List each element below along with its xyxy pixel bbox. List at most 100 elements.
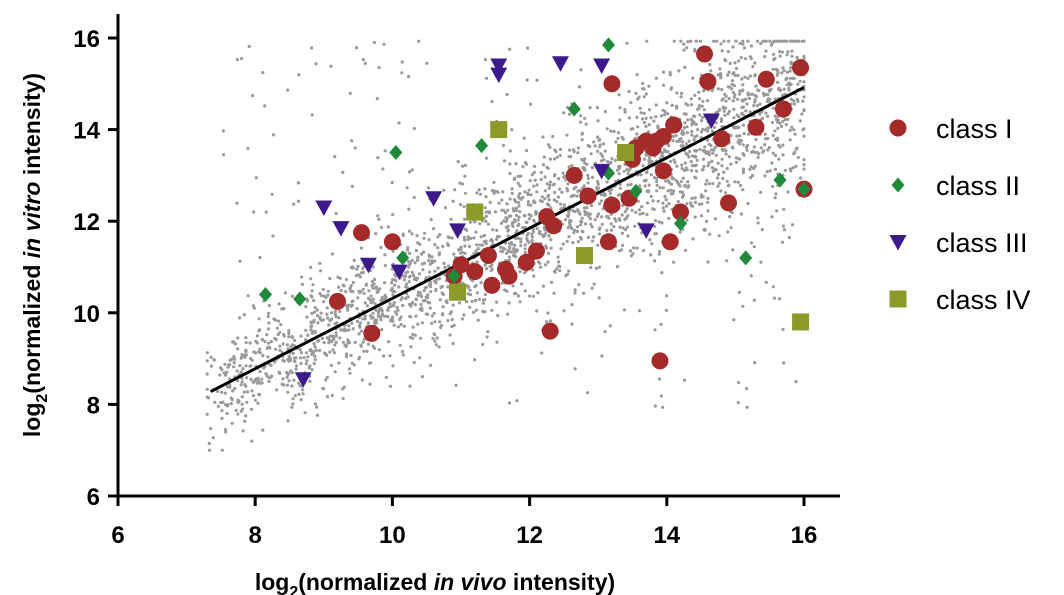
circle-point bbox=[541, 322, 559, 340]
y-tick-label: 6 bbox=[87, 484, 100, 511]
x-axis-ticks: 6 8 10 12 14 16 bbox=[111, 496, 817, 549]
x-axis-title-mid: (normalized bbox=[298, 569, 433, 595]
legend-square-icon bbox=[889, 290, 907, 308]
circle-point bbox=[329, 292, 347, 310]
x-tick-label: 8 bbox=[249, 522, 262, 549]
circle-point bbox=[696, 45, 714, 63]
y-tick-label: 8 bbox=[87, 392, 100, 419]
triangle-down-point bbox=[425, 191, 443, 207]
circle-point bbox=[699, 73, 717, 91]
y-axis-title-pre: log bbox=[19, 403, 45, 438]
circle-point bbox=[527, 242, 545, 260]
x-axis-title-post: intensity) bbox=[507, 569, 616, 595]
circle-point bbox=[479, 247, 497, 265]
x-axis-title-sub: 2 bbox=[289, 584, 298, 595]
diamond-point bbox=[447, 268, 461, 284]
x-tick-label: 6 bbox=[111, 522, 124, 549]
square-point bbox=[466, 203, 484, 221]
diamond-point bbox=[258, 286, 272, 302]
triangle-down-point bbox=[702, 113, 720, 129]
square-point bbox=[575, 247, 593, 265]
x-axis-title-em: in vivo bbox=[434, 569, 507, 595]
circle-point bbox=[774, 100, 792, 118]
triangle-down-point bbox=[294, 372, 312, 388]
cloud-points bbox=[205, 39, 806, 452]
circle-point bbox=[517, 253, 535, 271]
circle-point bbox=[363, 324, 381, 342]
x-tick-label: 16 bbox=[791, 522, 818, 549]
y-axis-title-post: intensity) bbox=[19, 73, 45, 182]
circle-point bbox=[603, 75, 621, 93]
x-axis-title: log2(normalized in vivo intensity) bbox=[255, 569, 615, 595]
diamond-point bbox=[389, 145, 403, 160]
square-point bbox=[490, 121, 508, 139]
legend-triangle-down-icon bbox=[889, 235, 907, 251]
legend: class I class II class III class IV bbox=[889, 114, 1031, 315]
circle-point bbox=[353, 224, 371, 242]
square-point bbox=[449, 283, 467, 301]
triangle-down-point bbox=[637, 223, 655, 239]
legend-label: class II bbox=[936, 171, 1020, 201]
x-tick-label: 12 bbox=[516, 522, 543, 549]
diamond-point bbox=[567, 101, 581, 117]
series-layer bbox=[258, 37, 813, 388]
triangle-down-point bbox=[490, 67, 508, 84]
triangle-down-point bbox=[593, 163, 611, 180]
triangle-down-point bbox=[315, 200, 333, 216]
y-tick-label: 10 bbox=[73, 301, 100, 328]
y-axis-title-mid: (normalized bbox=[19, 258, 45, 393]
diamond-point bbox=[797, 181, 811, 197]
triangle-down-point bbox=[490, 58, 508, 74]
circle-point bbox=[651, 352, 669, 370]
circle-point bbox=[483, 276, 501, 294]
y-axis-ticks: 6 8 10 12 14 16 bbox=[73, 26, 118, 511]
axes bbox=[116, 14, 840, 498]
x-tick-label: 10 bbox=[379, 522, 406, 549]
y-tick-label: 16 bbox=[73, 26, 100, 53]
legend-circle-icon bbox=[889, 119, 907, 137]
diamond-point bbox=[601, 37, 615, 53]
series-class-I bbox=[329, 45, 813, 370]
circle-point bbox=[757, 70, 775, 88]
triangle-down-point bbox=[593, 58, 611, 74]
circle-point bbox=[713, 130, 731, 148]
diamond-point bbox=[293, 291, 307, 307]
y-axis-title-sub: 2 bbox=[34, 394, 51, 403]
x-tick-label: 14 bbox=[653, 522, 680, 549]
diamond-point bbox=[629, 183, 643, 199]
circle-point bbox=[654, 127, 672, 145]
circle-point bbox=[383, 233, 401, 251]
circle-point bbox=[545, 217, 563, 235]
circle-point bbox=[500, 267, 518, 285]
circle-point bbox=[665, 116, 683, 134]
regression-line bbox=[209, 86, 805, 393]
square-point bbox=[617, 144, 635, 161]
circle-point bbox=[661, 233, 679, 251]
background-point-cloud bbox=[205, 39, 806, 452]
circle-point bbox=[747, 118, 765, 136]
series-class-II bbox=[258, 37, 811, 307]
series-class-IV bbox=[449, 121, 810, 331]
circle-point bbox=[654, 162, 672, 180]
square-point bbox=[792, 313, 810, 331]
circle-point bbox=[603, 196, 621, 214]
diamond-point bbox=[773, 172, 787, 188]
circle-point bbox=[720, 194, 738, 212]
circle-point bbox=[579, 187, 597, 205]
circle-point bbox=[792, 59, 810, 77]
y-tick-label: 12 bbox=[73, 209, 100, 236]
diamond-point bbox=[739, 250, 753, 266]
circle-point bbox=[672, 203, 690, 221]
circle-point bbox=[599, 233, 617, 251]
y-axis-title: log2(normalized in vitro intensity) bbox=[19, 73, 51, 437]
y-tick-label: 14 bbox=[73, 118, 100, 145]
triangle-down-point bbox=[390, 264, 408, 281]
diamond-point bbox=[475, 138, 489, 154]
triangle-down-point bbox=[551, 56, 569, 72]
diamond-point bbox=[674, 215, 688, 231]
diamond-point bbox=[396, 250, 410, 266]
series-class-III bbox=[294, 56, 720, 388]
triangle-down-point bbox=[449, 223, 467, 239]
triangle-down-point bbox=[332, 221, 350, 237]
